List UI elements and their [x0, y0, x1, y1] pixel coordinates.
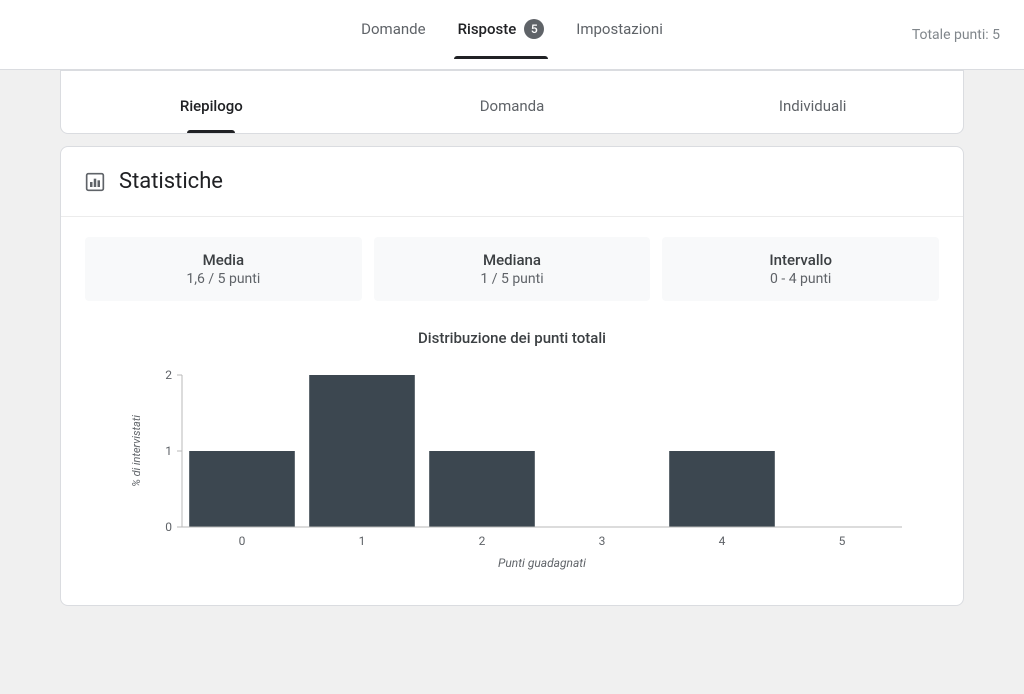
- tab-impostazioni[interactable]: Impostazioni: [572, 12, 667, 58]
- top-tabs: Domande Risposte 5 Impostazioni: [357, 11, 667, 59]
- tab-label: Risposte: [458, 20, 517, 38]
- svg-text:3: 3: [599, 534, 606, 548]
- content: Riepilogo Domanda Individuali Statistich…: [52, 70, 972, 606]
- metric-intervallo: Intervallo 0 - 4 punti: [662, 237, 939, 301]
- sub-tabs-card: Riepilogo Domanda Individuali: [60, 70, 964, 134]
- metric-label: Mediana: [382, 251, 643, 269]
- metric-value: 1 / 5 punti: [382, 271, 643, 287]
- svg-text:% di intervistati: % di intervistati: [130, 415, 143, 487]
- bar-chart-icon: [85, 172, 105, 192]
- metric-label: Intervallo: [670, 251, 931, 269]
- distribution-chart: 0 1 2 0 1 2 3 4 5 % di intervistati Punti guadagna…: [85, 357, 939, 577]
- metric-media: Media 1,6 / 5 punti: [85, 237, 362, 301]
- metric-label: Media: [93, 251, 354, 269]
- total-points: Totale punti: 5: [912, 27, 1000, 43]
- subtab-riepilogo[interactable]: Riepilogo: [61, 89, 362, 133]
- metrics-row: Media 1,6 / 5 punti Mediana 1 / 5 punti …: [61, 217, 963, 301]
- subtab-individuali[interactable]: Individuali: [662, 89, 963, 133]
- subtab-label: Individuali: [779, 97, 847, 115]
- responses-badge: 5: [524, 19, 544, 39]
- tab-label: Domande: [361, 20, 425, 38]
- tab-domande[interactable]: Domande: [357, 12, 429, 58]
- tab-risposte[interactable]: Risposte 5: [454, 11, 549, 59]
- stats-title: Statistiche: [119, 169, 223, 194]
- svg-text:1: 1: [165, 444, 172, 458]
- chart-area: 0 1 2 0 1 2 3 4 5 % di intervistati Punti guadagna…: [61, 357, 963, 605]
- svg-text:1: 1: [359, 534, 366, 548]
- svg-text:2: 2: [479, 534, 486, 548]
- svg-text:5: 5: [839, 534, 846, 548]
- svg-text:2: 2: [165, 368, 172, 382]
- metric-value: 1,6 / 5 punti: [93, 271, 354, 287]
- chart-title: Distribuzione dei punti totali: [61, 329, 963, 347]
- subtab-domanda[interactable]: Domanda: [362, 89, 663, 133]
- subtab-label: Domanda: [480, 97, 545, 115]
- subtab-label: Riepilogo: [180, 97, 243, 115]
- top-header: Domande Risposte 5 Impostazioni Totale p…: [0, 0, 1024, 70]
- svg-text:Punti guadagnati: Punti guadagnati: [498, 556, 586, 570]
- metric-value: 0 - 4 punti: [670, 271, 931, 287]
- metric-mediana: Mediana 1 / 5 punti: [374, 237, 651, 301]
- svg-text:4: 4: [719, 534, 726, 548]
- svg-text:0: 0: [239, 534, 246, 548]
- stats-card: Statistiche Media 1,6 / 5 punti Mediana …: [60, 146, 964, 606]
- svg-text:0: 0: [165, 520, 172, 534]
- stats-header: Statistiche: [61, 147, 963, 217]
- tab-label: Impostazioni: [576, 20, 663, 38]
